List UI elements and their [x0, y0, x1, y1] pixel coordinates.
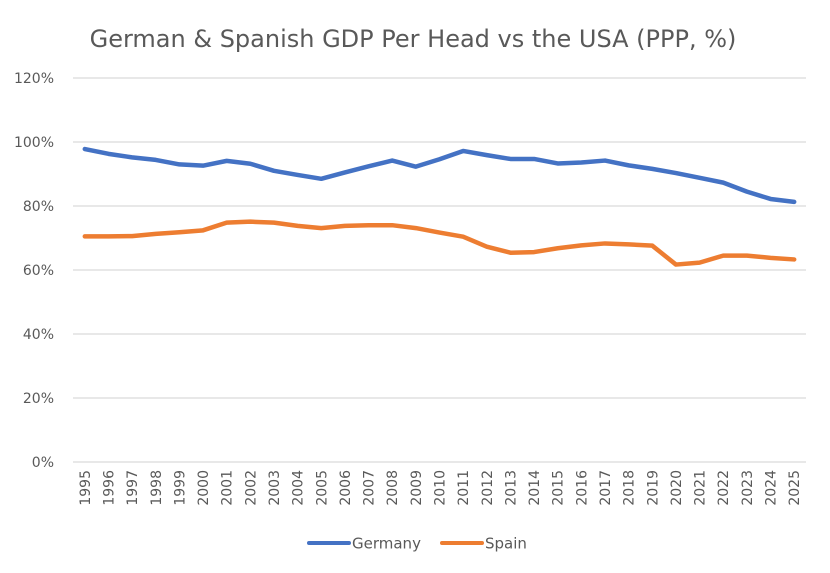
- x-tick-label: 2015: [551, 470, 567, 506]
- x-tick-label: 2002: [243, 470, 259, 506]
- y-axis-ticks: 0% 20% 40% 60% 80% 100% 120%: [14, 71, 54, 471]
- x-tick-label: 2025: [787, 470, 803, 506]
- legend: Germany Spain: [307, 535, 527, 553]
- x-tick-label: 2010: [433, 470, 449, 506]
- x-tick-label: 2006: [338, 470, 354, 506]
- y-tick-label: 20%: [23, 391, 54, 407]
- x-tick-label: 1997: [125, 470, 141, 506]
- x-tick-label: 2013: [503, 470, 519, 506]
- legend-label-spain: Spain: [485, 535, 527, 553]
- x-tick-label: 2017: [598, 470, 614, 506]
- y-tick-label: 120%: [14, 71, 54, 87]
- series-spain: [82, 219, 797, 267]
- x-tick-label: 2022: [716, 470, 732, 506]
- x-tick-label: 2018: [622, 470, 638, 506]
- x-tick-label: 2019: [645, 470, 661, 506]
- line-spain: [82, 219, 797, 267]
- x-tick-label: 1995: [78, 470, 94, 506]
- series-lines: [82, 146, 797, 267]
- x-tick-label: 1998: [149, 470, 165, 506]
- x-tick-label: 2008: [385, 470, 401, 506]
- gridlines: [73, 77, 806, 463]
- y-tick-label: 80%: [23, 199, 54, 215]
- x-tick-label: 2000: [196, 470, 212, 506]
- y-tick-label: 40%: [23, 327, 54, 343]
- y-tick-label: 0%: [32, 455, 54, 471]
- x-tick-label: 2020: [669, 470, 685, 506]
- x-axis-ticks: 1995 1996 1997 1998 1999 2000 2001 2002 2003 2004…: [78, 470, 803, 506]
- legend-item-spain[interactable]: Spain: [440, 535, 527, 553]
- x-tick-label: 1996: [101, 470, 117, 506]
- x-tick-label: 2007: [362, 470, 378, 506]
- x-tick-label: 2021: [693, 470, 709, 506]
- chart-title: German & Spanish GDP Per Head vs the USA…: [90, 25, 737, 53]
- legend-item-germany[interactable]: Germany: [307, 535, 421, 553]
- x-tick-label: 2009: [409, 470, 425, 506]
- x-tick-label: 2003: [267, 470, 283, 506]
- legend-label-germany: Germany: [352, 535, 421, 553]
- y-tick-label: 60%: [23, 263, 54, 279]
- x-tick-label: 2023: [740, 470, 756, 506]
- x-tick-label: 2004: [291, 470, 307, 506]
- x-tick-label: 2001: [220, 470, 236, 506]
- x-tick-label: 2024: [764, 470, 780, 506]
- series-germany: [82, 146, 797, 205]
- x-tick-label: 2014: [527, 470, 543, 506]
- x-tick-label: 1999: [172, 470, 188, 506]
- x-tick-label: 2011: [456, 470, 472, 506]
- x-tick-label: 2016: [574, 470, 590, 506]
- x-tick-label: 2012: [480, 470, 496, 506]
- x-tick-label: 2005: [314, 470, 330, 506]
- line-germany: [82, 146, 797, 205]
- y-tick-label: 100%: [14, 135, 54, 151]
